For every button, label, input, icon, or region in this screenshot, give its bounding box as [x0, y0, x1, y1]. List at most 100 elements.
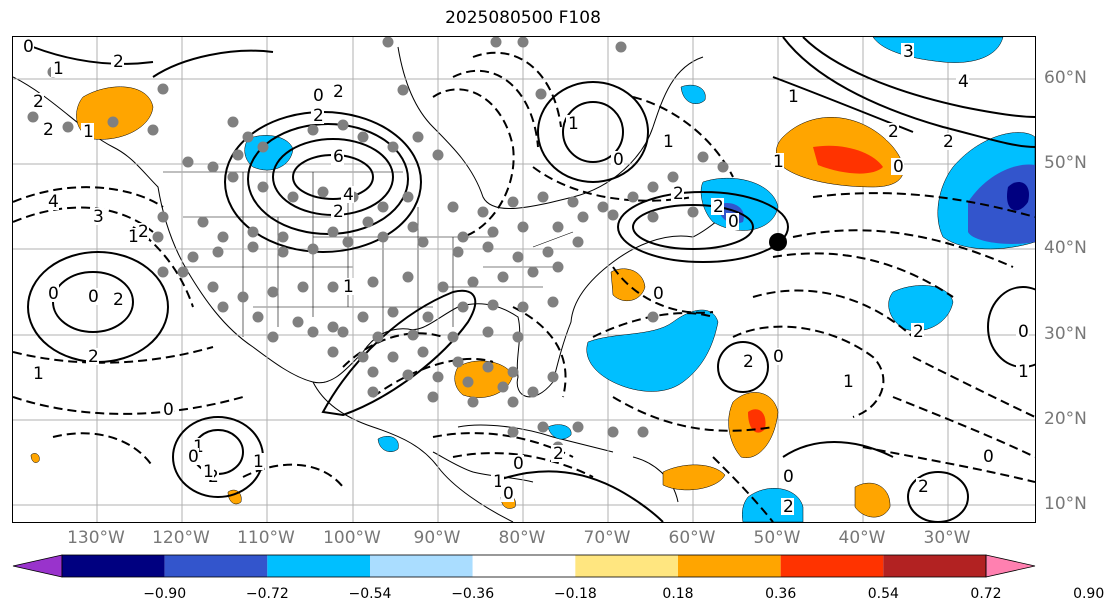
observation-dot [527, 386, 539, 398]
contour-label-halo [126, 228, 139, 245]
observation-dot [157, 266, 169, 278]
observation-dot [490, 37, 502, 48]
longitude-label: 30°W [923, 528, 971, 548]
observation-dot [615, 41, 627, 53]
contour-label: 1 [663, 132, 674, 152]
observation-dot [367, 386, 379, 398]
contour-label: 1 [53, 59, 64, 79]
contour-label-halo [741, 353, 754, 370]
observation-dot [482, 241, 494, 253]
observation-dot [292, 316, 304, 328]
observation-dot [212, 246, 224, 258]
longitude-label: 130°W [67, 528, 125, 548]
contour-label: 1 [343, 277, 354, 297]
longitude-label: 90°W [413, 528, 461, 548]
contour-label-halo [671, 185, 684, 202]
contour-label-halo [711, 198, 724, 215]
contour-label-halo [611, 151, 624, 168]
observation-dot [187, 251, 199, 263]
contour-label-halo [341, 186, 354, 203]
colorbar-tick-label: 0.72 [970, 586, 1002, 602]
observation-dot [447, 201, 459, 213]
colorbar [12, 554, 1036, 578]
shade-orange-east-tropics [854, 482, 891, 518]
observation-dot [227, 171, 239, 183]
contour-label-halo [186, 448, 199, 465]
observation-dot [62, 121, 74, 133]
contour-label: 1 [568, 114, 579, 134]
contour-label: 0 [313, 86, 324, 106]
observation-dot [432, 149, 444, 161]
observation-dot [327, 346, 339, 358]
observation-dot [542, 246, 554, 258]
observation-dot [427, 391, 439, 403]
observation-dot [227, 116, 239, 128]
shade-blue-plains [244, 135, 294, 171]
contour-label-halo [81, 123, 94, 140]
contour-ring [27, 251, 169, 363]
observation-dot [535, 88, 547, 100]
contour-label-halo [941, 133, 954, 150]
latitude-label: 60°N [1044, 68, 1087, 88]
contour-label: 2 [743, 352, 754, 372]
contour-label-halo [31, 93, 44, 110]
observation-dot [387, 141, 399, 153]
observation-dot [477, 206, 489, 218]
observation-dot [487, 299, 499, 311]
shade-blue-hudson [680, 84, 706, 104]
observation-dot [647, 211, 659, 223]
observation-dot [527, 266, 539, 278]
contour-label: 2 [783, 497, 794, 517]
observation-dot [297, 281, 309, 293]
contour-label: 2 [333, 82, 344, 102]
observation-dot [362, 216, 374, 228]
contour-label-halo [651, 285, 664, 302]
observation-dot [217, 231, 229, 243]
observation-dot [597, 201, 609, 213]
contour-label: 0 [893, 157, 904, 177]
contour-label-halo [916, 478, 929, 495]
observation-dot [357, 311, 369, 323]
contour-label: 1 [1018, 362, 1029, 382]
colorbar-tick-label: −0.54 [348, 586, 392, 602]
contour-label: 2 [113, 290, 124, 310]
contour-label: 0 [783, 467, 794, 487]
colorbar-segment [883, 555, 986, 577]
observation-dot [342, 236, 354, 248]
colorbar-extend-low [12, 554, 63, 578]
observation-dot [402, 271, 414, 283]
contour-ring [562, 101, 624, 163]
observation-dot [507, 366, 519, 378]
observation-dot [607, 426, 619, 438]
observation-dot [277, 231, 289, 243]
observation-dot [432, 371, 444, 383]
contour-label-halo [136, 223, 149, 240]
contour-label: 0 [728, 212, 739, 232]
observation-dot [307, 326, 319, 338]
shade-red-atlantic-north [813, 145, 883, 174]
observation-dot [397, 84, 409, 96]
contour-label-halo [901, 43, 914, 60]
observation-dot [387, 306, 399, 318]
observation-dot [482, 326, 494, 338]
contour-label-halo [956, 73, 969, 90]
observation-dot [377, 201, 389, 213]
contour-label-halo [311, 107, 324, 124]
contour-label: 4 [343, 185, 354, 205]
latitude-label: 50°N [1044, 153, 1087, 173]
contour-label: 1 [253, 452, 264, 472]
longitude-label: 70°W [583, 528, 631, 548]
observation-dot [517, 221, 529, 233]
observation-dot [717, 161, 729, 173]
contour-label: 3 [93, 207, 104, 227]
contour-ring [247, 123, 409, 235]
longitude-label: 120°W [152, 528, 210, 548]
contour-label-halo [31, 365, 44, 382]
observation-dot [467, 396, 479, 408]
shade-orange-pacific-nw [76, 86, 154, 140]
colorbar-segment [575, 555, 678, 577]
contour-label-halo [161, 401, 174, 418]
contour-label-halo [201, 463, 214, 480]
observation-dot [497, 381, 509, 393]
contour-label: 0 [163, 400, 174, 420]
